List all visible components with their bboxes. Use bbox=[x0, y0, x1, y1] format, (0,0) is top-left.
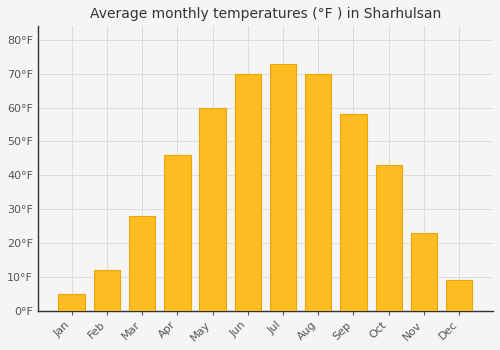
Bar bbox=[200, 107, 226, 310]
Bar bbox=[58, 294, 85, 310]
Bar bbox=[340, 114, 366, 310]
Bar bbox=[376, 165, 402, 310]
Bar bbox=[410, 233, 437, 310]
Bar bbox=[94, 270, 120, 310]
Title: Average monthly temperatures (°F ) in Sharhulsan: Average monthly temperatures (°F ) in Sh… bbox=[90, 7, 441, 21]
Bar bbox=[446, 280, 472, 310]
Bar bbox=[270, 63, 296, 310]
Bar bbox=[305, 74, 332, 310]
Bar bbox=[234, 74, 261, 310]
Bar bbox=[129, 216, 156, 310]
Bar bbox=[164, 155, 190, 310]
